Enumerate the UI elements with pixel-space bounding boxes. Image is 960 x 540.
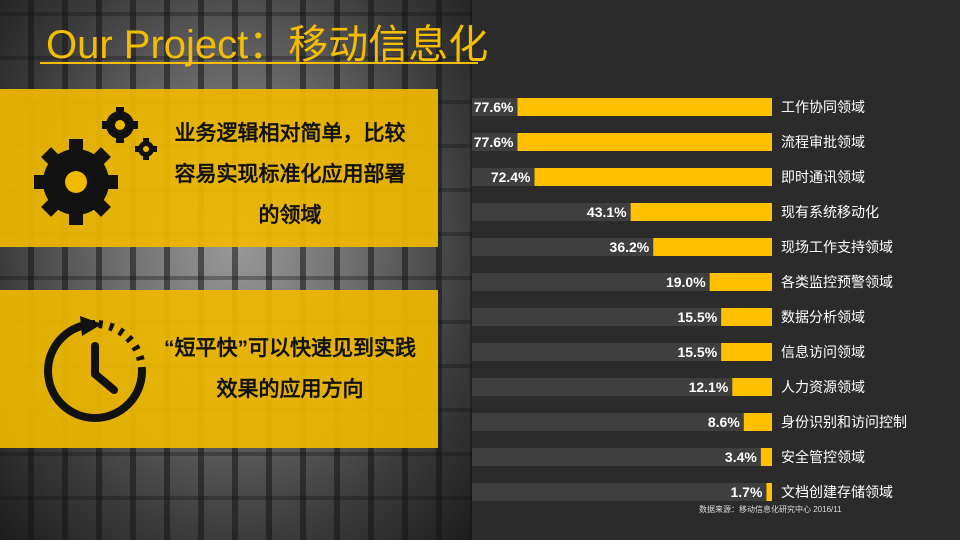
category-label: 安全管控领域 (781, 449, 865, 465)
bar-track (472, 273, 772, 291)
category-label: 工作协同领域 (781, 99, 865, 115)
bar (721, 308, 772, 326)
bar-value-label: 8.6% (708, 414, 740, 430)
page-title: Our Project：移动信息化 (46, 23, 489, 67)
category-label: 文档创建存储领域 (781, 484, 893, 500)
card-2-text: “短平快”可以快速见到实践效果的应用方向 (164, 337, 416, 401)
bar-value-label: 19.0% (666, 274, 706, 290)
category-label: 身份识别和访问控制 (781, 414, 907, 430)
category-label: 信息访问领域 (781, 344, 865, 360)
info-card-1: 业务逻辑相对简单，比较容易实现标准化应用部署的领域 (0, 89, 438, 247)
bar (517, 133, 772, 151)
gear-icon (30, 107, 160, 232)
bar-track (472, 448, 772, 466)
bar (534, 168, 772, 186)
bar-value-label: 36.2% (610, 239, 650, 255)
bar (732, 378, 772, 396)
category-label: 现有系统移动化 (781, 204, 879, 220)
bar (766, 483, 772, 501)
bridge-background-photo (0, 0, 472, 540)
bar-value-label: 15.5% (677, 309, 717, 325)
bar-value-label: 72.4% (491, 169, 531, 185)
bar-track (472, 308, 772, 326)
data-source-note: 数据来源：移动信息化研究中心 2016/11 (699, 505, 842, 514)
bar (709, 273, 772, 291)
title-underline (40, 62, 478, 64)
bar (760, 448, 772, 466)
bar (743, 413, 772, 431)
bar-value-label: 12.1% (689, 379, 729, 395)
bar-value-label: 43.1% (587, 204, 627, 220)
bar-value-label: 77.6% (474, 134, 514, 150)
category-label: 即时通讯领域 (781, 169, 865, 185)
bar-track (472, 343, 772, 361)
bar-track (472, 378, 772, 396)
bar (517, 98, 772, 116)
timer-icon (40, 316, 150, 431)
bar-track (472, 413, 772, 431)
bar (630, 203, 772, 221)
category-label: 现场工作支持领域 (781, 239, 893, 255)
category-label: 数据分析领域 (781, 309, 865, 325)
bar-value-label: 15.5% (677, 344, 717, 360)
bar-value-label: 77.6% (474, 99, 514, 115)
card-1-text: 业务逻辑相对简单，比较容易实现标准化应用部署的领域 (174, 122, 406, 227)
bar-value-label: 1.7% (731, 484, 763, 500)
bar-value-label: 3.4% (725, 449, 757, 465)
info-card-2: “短平快”可以快速见到实践效果的应用方向 (0, 290, 438, 448)
category-label: 人力资源领域 (781, 379, 865, 395)
bar (721, 343, 772, 361)
bar-track (472, 483, 772, 501)
category-label: 各类监控预警领域 (781, 274, 893, 290)
category-label: 流程审批领域 (781, 134, 865, 150)
horizontal-bar-chart: 77.6% 工作协同领域 77.6% 流程审批领域 72.4% 即时通讯领域 43.1% 现有… (472, 98, 907, 501)
bar (653, 238, 772, 256)
